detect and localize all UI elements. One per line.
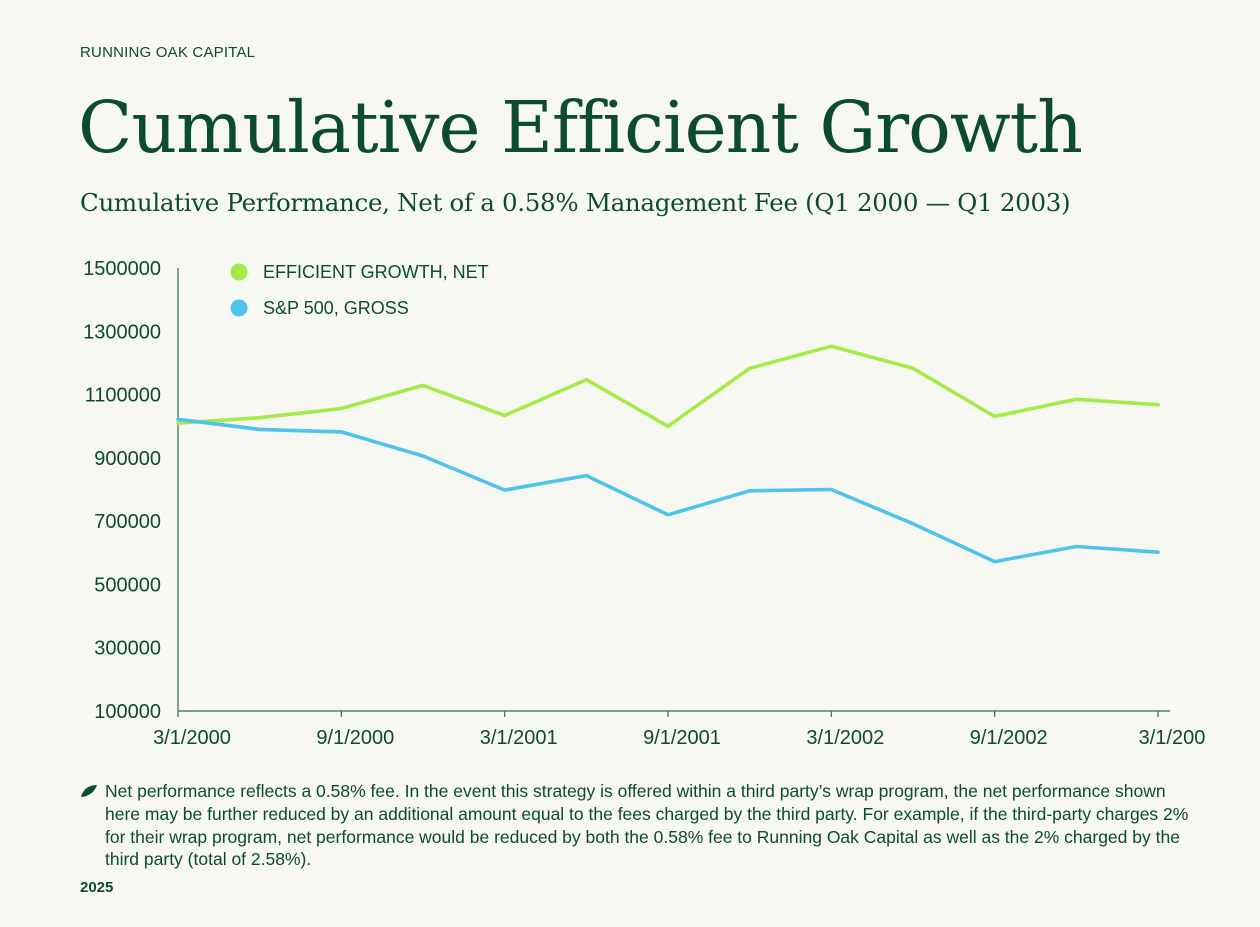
footnote: Net performance reflects a 0.58% fee. In… <box>80 780 1190 871</box>
legend-marker-0 <box>230 263 248 281</box>
leaf-icon <box>81 785 97 797</box>
x-tick-label: 3/1/2000 <box>153 727 231 749</box>
series-line-0 <box>176 344 1160 428</box>
x-tick-label: 3/1/2002 <box>806 727 884 749</box>
legend-marker-1 <box>230 299 248 317</box>
legend: EFFICIENT GROWTH, NET S&P 500, GROSS <box>230 262 489 318</box>
publication-year: 2025 <box>80 879 114 896</box>
y-axis: 100000 300000 500000 700000 900000 1100000 130… <box>83 258 179 723</box>
legend-label-0: EFFICIENT GROWTH, NET <box>263 262 489 282</box>
y-tick-label: 100000 <box>94 701 161 723</box>
x-axis: 3/1/2000 9/1/2000 3/1/2001 9/1/2001 3/1/2002… <box>153 710 1206 749</box>
series-lines <box>176 344 1160 564</box>
y-tick-label: 1500000 <box>83 258 161 280</box>
series-line-1 <box>176 417 1160 564</box>
y-tick-label: 900000 <box>94 448 161 470</box>
footnote-text: Net performance reflects a 0.58% fee. In… <box>105 781 1189 870</box>
performance-line-chart: 100000 300000 500000 700000 900000 1100000 130… <box>83 258 1206 749</box>
x-tick-label: 3/1/200 <box>1139 727 1206 749</box>
chart-subtitle: Cumulative Performance, Net of a 0.58% M… <box>80 188 1071 217</box>
page-title: Cumulative Efficient Growth <box>78 86 1083 169</box>
y-tick-label: 500000 <box>94 574 161 596</box>
x-tick-label: 3/1/2001 <box>480 727 558 749</box>
y-tick-label: 1300000 <box>83 321 161 343</box>
x-tick-label: 9/1/2002 <box>970 727 1048 749</box>
legend-label-1: S&P 500, GROSS <box>263 298 409 318</box>
x-tick-label: 9/1/2000 <box>316 727 394 749</box>
brand-name: RUNNING OAK CAPITAL <box>80 44 256 61</box>
y-tick-label: 1100000 <box>85 385 161 407</box>
y-tick-label: 700000 <box>94 511 161 533</box>
y-tick-label: 300000 <box>94 638 161 660</box>
x-tick-label: 9/1/2001 <box>643 727 721 749</box>
